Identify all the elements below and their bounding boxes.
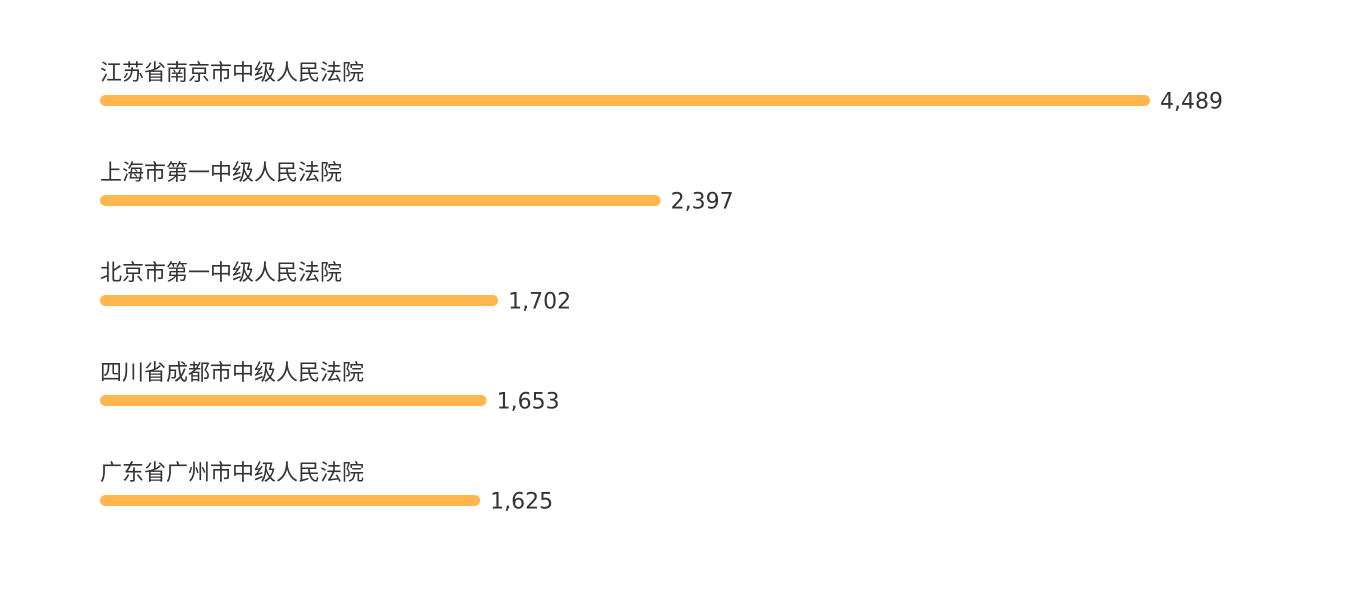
value-label: 1,702 bbox=[508, 290, 571, 315]
value-label: 1,653 bbox=[497, 390, 560, 415]
category-label: 北京市第一中级人民法院 bbox=[100, 261, 342, 286]
category-label: 广东省广州市中级人民法院 bbox=[100, 461, 364, 486]
category-label: 四川省成都市中级人民法院 bbox=[100, 361, 364, 386]
value-label: 2,397 bbox=[671, 190, 734, 215]
bar bbox=[100, 295, 499, 306]
value-label: 4,489 bbox=[1160, 90, 1223, 115]
bars-layer: 江苏省南京市中级人民法院 4,489 上海市第一中级人民法院 2,397 北京市第一中级… bbox=[100, 61, 1223, 515]
bar bbox=[100, 195, 661, 206]
bar bbox=[100, 95, 1150, 106]
value-label: 1,625 bbox=[490, 490, 553, 515]
category-label: 上海市第一中级人民法院 bbox=[100, 161, 342, 186]
bar bbox=[100, 495, 481, 506]
category-label: 江苏省南京市中级人民法院 bbox=[100, 61, 364, 86]
bar bbox=[100, 395, 487, 406]
